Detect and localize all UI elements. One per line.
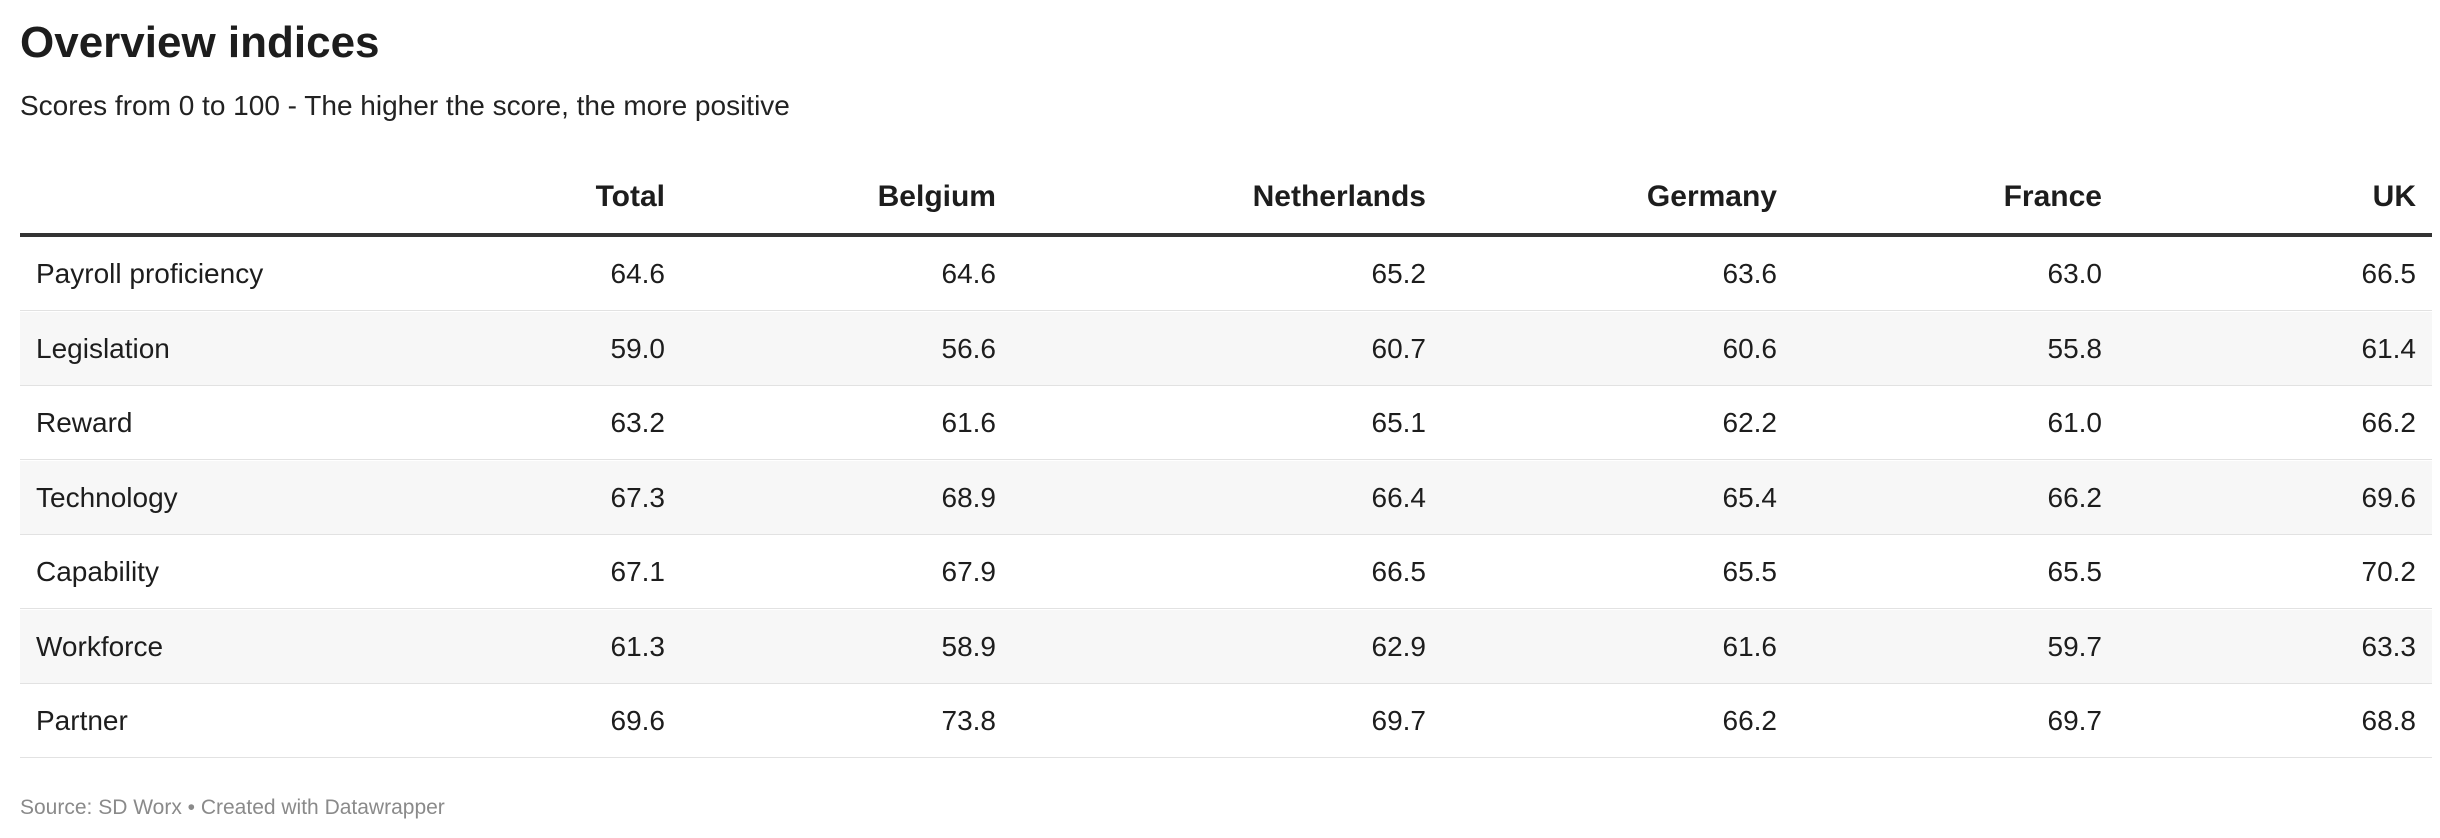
cell-value: 56.6: [941, 332, 997, 364]
cell-value: 62.2: [1722, 407, 1778, 438]
row-label: Capability: [36, 556, 159, 587]
column-header: UK: [2372, 180, 2416, 213]
cell-value: 59.7: [2047, 630, 2103, 662]
table-row: [20, 684, 2432, 758]
cell-value: 63.3: [2361, 630, 2417, 662]
cell-value: 65.1: [1371, 407, 1427, 438]
table-row: [20, 311, 2432, 386]
cell-value: 65.5: [2047, 556, 2103, 587]
cell-value: 60.7: [1371, 332, 1427, 364]
cell-value: 63.2: [610, 407, 666, 438]
column-header: Belgium: [877, 180, 996, 213]
cell-value: 66.2: [2361, 407, 2417, 438]
cell-value: 69.6: [610, 705, 666, 736]
table-row: [20, 237, 2432, 311]
subtitle: Scores from 0 to 100 - The higher the sc…: [20, 90, 790, 121]
cell-value: 61.4: [2361, 332, 2417, 364]
cell-value: 65.4: [1722, 481, 1778, 513]
cell-value: 73.8: [941, 705, 997, 736]
column-header: Germany: [1646, 180, 1777, 213]
header-rule: [20, 233, 2432, 237]
row-label: Workforce: [36, 630, 164, 662]
cell-value: 68.8: [2361, 705, 2417, 736]
cell-value: 69.6: [2361, 481, 2417, 513]
table-row: [20, 386, 2432, 460]
cell-value: 65.5: [1722, 556, 1778, 587]
cell-value: 63.6: [1722, 258, 1778, 289]
table-row: [20, 609, 2432, 684]
cell-value: 64.6: [610, 258, 666, 289]
cell-value: 60.6: [1722, 332, 1778, 364]
source: Source: SD Worx • Created with Datawrapp…: [20, 796, 445, 819]
cell-value: 64.6: [941, 258, 997, 289]
title: Overview indices: [20, 18, 380, 67]
cell-value: 66.5: [1371, 556, 1427, 587]
cell-value: 67.9: [941, 556, 997, 587]
column-header: Netherlands: [1252, 180, 1426, 213]
cell-value: 66.5: [2361, 258, 2417, 289]
cell-value: 66.4: [1371, 481, 1427, 513]
cell-value: 59.0: [610, 332, 666, 364]
cell-value: 67.1: [610, 556, 666, 587]
cell-value: 69.7: [1371, 705, 1427, 736]
cell-value: 61.6: [1722, 630, 1778, 662]
table-row: [20, 535, 2432, 609]
cell-value: 66.2: [2047, 481, 2103, 513]
row-label: Payroll proficiency: [36, 258, 264, 289]
cell-value: 65.2: [1371, 258, 1427, 289]
row-label: Reward: [36, 407, 133, 438]
cell-value: 62.9: [1371, 630, 1427, 662]
row-label: Partner: [36, 705, 128, 736]
cell-value: 63.0: [2047, 258, 2103, 289]
cell-value: 61.3: [610, 630, 666, 662]
row-label: Legislation: [36, 332, 170, 364]
table-row: [20, 460, 2432, 535]
cell-value: 61.0: [2047, 407, 2103, 438]
cell-value: 55.8: [2047, 332, 2103, 364]
cell-value: 61.6: [941, 407, 997, 438]
column-header: Total: [595, 180, 665, 213]
cell-value: 66.2: [1722, 705, 1778, 736]
cell-value: 68.9: [941, 481, 997, 513]
cell-value: 69.7: [2047, 705, 2103, 736]
cell-value: 70.2: [2361, 556, 2417, 587]
column-header: France: [2003, 180, 2102, 213]
cell-value: 58.9: [941, 630, 997, 662]
row-label: Technology: [36, 481, 178, 513]
cell-value: 67.3: [610, 481, 666, 513]
